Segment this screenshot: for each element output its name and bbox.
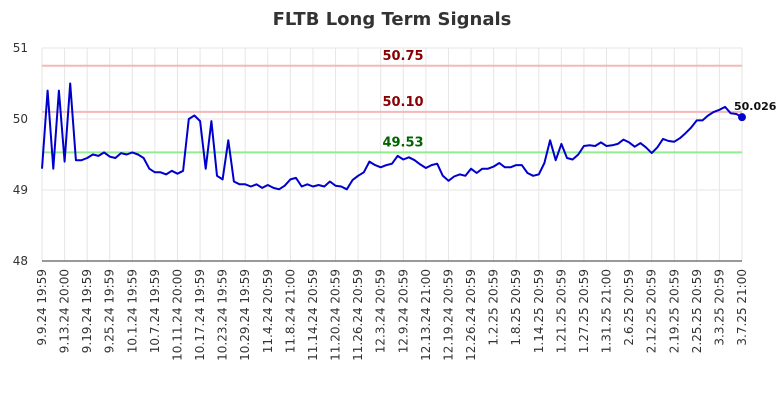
x-tick-label: 10.1.24 19:59: [125, 269, 139, 353]
x-tick-label: 9.19.24 19:59: [80, 269, 94, 353]
x-tick-label: 9.9.24 19:59: [35, 269, 49, 346]
x-tick-label: 12.19.24 20:59: [441, 269, 455, 361]
x-tick-label: 11.8.24 21:00: [283, 269, 297, 353]
series: [41, 82, 746, 191]
x-tick-label: 3.3.25 20:59: [712, 269, 726, 346]
last-value-label: 50.026: [734, 100, 777, 113]
series-line: [41, 82, 743, 191]
y-tick-label: 51: [13, 41, 28, 55]
grid: [41, 47, 743, 262]
x-tick-label: 12.9.24 20:59: [396, 269, 410, 353]
x-tick-label: 10.23.24 19:59: [216, 269, 230, 361]
y-tick-label: 48: [13, 254, 28, 268]
x-tick-label: 1.27.25 20:59: [577, 269, 591, 353]
x-tick-label: 2.25.25 20:59: [690, 269, 704, 353]
labels: 50.75 50.10 49.53 50.026: [382, 49, 776, 151]
reference-line-label: 49.53: [382, 135, 423, 150]
x-tick-label: 10.17.24 19:59: [193, 269, 207, 361]
y-tick-label: 49: [13, 183, 28, 197]
x-tick-label: 10.7.24 19:59: [148, 269, 162, 353]
x-tick-label: 1.14.25 20:59: [532, 269, 546, 353]
x-tick-label: 3.7.25 21:00: [735, 269, 749, 346]
chart-title: FLTB Long Term Signals: [273, 9, 512, 30]
x-tick-label: 12.3.24 20:59: [374, 269, 388, 353]
x-tick-label: 10.29.24 19:59: [238, 269, 252, 361]
reference-line-label: 50.75: [382, 49, 423, 64]
x-tick-label: 11.14.24 20:59: [306, 269, 320, 361]
x-tick-label: 9.25.24 19:59: [103, 269, 117, 353]
x-tick-label: 1.2.25 20:59: [487, 269, 501, 346]
last-point-marker: [738, 113, 746, 122]
axes: 48 49 50 51 9.9.24 19:59 9.13.24 20:00 9.19.24…: [13, 41, 749, 361]
x-tick-label: 1.31.25 21:00: [600, 269, 614, 353]
x-tick-label: 2.19.25 20:59: [667, 269, 681, 353]
reference-line-label: 50.10: [382, 95, 423, 110]
x-tick-label: 11.20.24 20:59: [329, 269, 343, 361]
x-tick-label: 1.8.25 20:59: [509, 269, 523, 346]
x-tick-label: 12.13.24 21:00: [419, 269, 433, 361]
x-tick-label: 2.12.25 20:59: [645, 269, 659, 353]
x-tick-label: 1.21.25 20:59: [554, 269, 568, 353]
x-tick-label: 9.13.24 20:00: [58, 269, 72, 353]
y-tick-label: 50: [13, 112, 28, 126]
x-tick-label: 10.11.24 20:00: [170, 269, 184, 361]
x-tick-label: 11.26.24 20:59: [351, 269, 365, 361]
x-tick-label: 2.6.25 20:59: [622, 269, 636, 346]
reference-lines: [42, 64, 742, 154]
x-tick-label: 11.4.24 20:59: [261, 269, 275, 353]
x-tick-label: 12.26.24 20:59: [464, 269, 478, 361]
